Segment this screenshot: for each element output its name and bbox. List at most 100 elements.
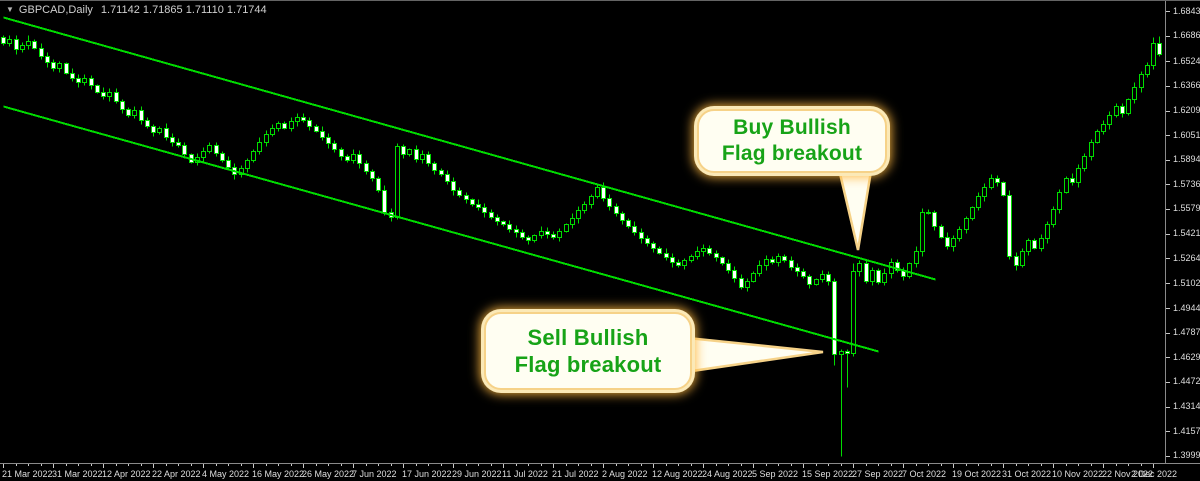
- time-minor-tick: [1028, 464, 1029, 466]
- time-minor-tick: [416, 464, 417, 466]
- channel-lower-trendline[interactable]: [3, 105, 879, 353]
- bull-candle: [532, 235, 537, 241]
- channel-upper-trendline[interactable]: [3, 16, 936, 281]
- bull-candle: [914, 251, 919, 264]
- time-major-tick: [3, 464, 4, 468]
- price-tick: [1166, 308, 1170, 309]
- time-major-tick: [503, 464, 504, 468]
- bull-candle: [264, 134, 269, 143]
- bull-candle: [1101, 124, 1106, 132]
- bull-candle: [245, 160, 250, 169]
- callout-sell-bullish-flag-breakout[interactable]: Sell Bullish Flag breakout: [484, 312, 692, 390]
- price-axis[interactable]: 1.68435 1.66860 1.65240 1.63665 1.62090 1.605…: [1165, 1, 1200, 463]
- bull-candle: [689, 256, 694, 261]
- time-minor-tick: [966, 464, 967, 466]
- bear-candle: [226, 160, 231, 168]
- bull-candle: [745, 281, 750, 288]
- price-label: 1.46295: [1173, 352, 1200, 362]
- time-major-tick: [353, 464, 354, 468]
- bear-candle: [801, 271, 806, 277]
- bull-candle: [701, 248, 706, 252]
- bear-candle: [1157, 43, 1162, 55]
- time-minor-tick: [78, 464, 79, 466]
- bull-candle: [270, 128, 275, 135]
- bull-candle: [757, 265, 762, 274]
- bull-candle: [1051, 209, 1056, 225]
- bear-candle: [1032, 240, 1037, 249]
- bear-candle: [70, 73, 75, 79]
- symbol-dropdown-icon[interactable]: ▼: [6, 5, 14, 14]
- time-axis[interactable]: 21 Mar 2022 31 Mar 2022 12 Apr 2022 22 Apr …: [0, 463, 1200, 481]
- date-label: 15 Sep 2022: [802, 469, 854, 479]
- bear-candle: [770, 259, 775, 263]
- chart-symbol-period: GBPCAD,Daily: [18, 4, 93, 16]
- price-tick: [1166, 456, 1170, 457]
- time-minor-tick: [741, 464, 742, 466]
- time-major-tick: [603, 464, 604, 468]
- bull-candle: [1126, 99, 1131, 114]
- date-label: 29 Jun 2022: [452, 469, 502, 479]
- time-minor-tick: [616, 464, 617, 466]
- bear-candle: [120, 101, 125, 110]
- price-tick: [1166, 407, 1170, 408]
- time-minor-tick: [341, 464, 342, 466]
- time-minor-tick: [1016, 464, 1017, 466]
- bull-candle: [1039, 238, 1044, 249]
- bull-candle: [576, 210, 581, 219]
- price-tick: [1166, 184, 1170, 185]
- bear-candle: [151, 126, 156, 133]
- date-label: 2 Aug 2022: [602, 469, 648, 479]
- time-minor-tick: [666, 464, 667, 466]
- time-major-tick: [703, 464, 704, 468]
- bear-candle: [739, 278, 744, 288]
- date-label: 2 Dec 2022: [1131, 469, 1178, 479]
- time-minor-tick: [428, 464, 429, 466]
- time-minor-tick: [628, 464, 629, 466]
- price-tick: [1166, 135, 1170, 136]
- bull-candle: [964, 218, 969, 230]
- time-minor-tick: [91, 464, 92, 466]
- bear-candle: [1070, 178, 1075, 183]
- date-label: 21 Mar 2022: [2, 469, 53, 479]
- bull-candle: [857, 263, 862, 272]
- bull-candle: [420, 154, 425, 160]
- bear-candle: [445, 174, 450, 182]
- price-tick: [1166, 333, 1170, 334]
- bull-candle: [557, 231, 562, 238]
- candlestick-chart-plot[interactable]: [0, 1, 1165, 463]
- bear-candle: [170, 137, 175, 143]
- time-minor-tick: [366, 464, 367, 466]
- date-label: 5 Sep 2022: [752, 469, 799, 479]
- time-minor-tick: [878, 464, 879, 466]
- date-label: 24 Aug 2022: [702, 469, 753, 479]
- bull-candle: [57, 63, 62, 69]
- date-label: 12 Aug 2022: [652, 469, 703, 479]
- bull-candle: [1026, 240, 1031, 252]
- bull-candle: [107, 92, 112, 97]
- time-minor-tick: [928, 464, 929, 466]
- bear-candle: [932, 212, 937, 227]
- bear-candle: [282, 123, 287, 129]
- bear-candle: [326, 137, 331, 144]
- bear-candle: [457, 190, 462, 196]
- bear-candle: [364, 163, 369, 172]
- bull-candle: [776, 256, 781, 263]
- bear-candle: [314, 126, 319, 132]
- bear-candle: [182, 145, 187, 155]
- date-label: 10 Nov 2022: [1052, 469, 1104, 479]
- bull-candle: [1151, 43, 1156, 66]
- bear-candle: [76, 78, 81, 83]
- bull-candle: [814, 279, 819, 285]
- bear-candle: [14, 39, 19, 50]
- bull-candle: [82, 78, 87, 83]
- price-label: 1.51020: [1173, 278, 1200, 288]
- date-label: 22 Nov 2022: [1102, 469, 1154, 479]
- bear-candle: [632, 226, 637, 233]
- price-label: 1.60515: [1173, 130, 1200, 140]
- price-label: 1.66860: [1173, 30, 1200, 40]
- bull-candle: [539, 231, 544, 236]
- callout-buy-bullish-flag-breakout[interactable]: Buy Bullish Flag breakout: [697, 109, 887, 173]
- date-label: 17 Jun 2022: [402, 469, 452, 479]
- time-minor-tick: [291, 464, 292, 466]
- bull-candle: [1064, 178, 1069, 193]
